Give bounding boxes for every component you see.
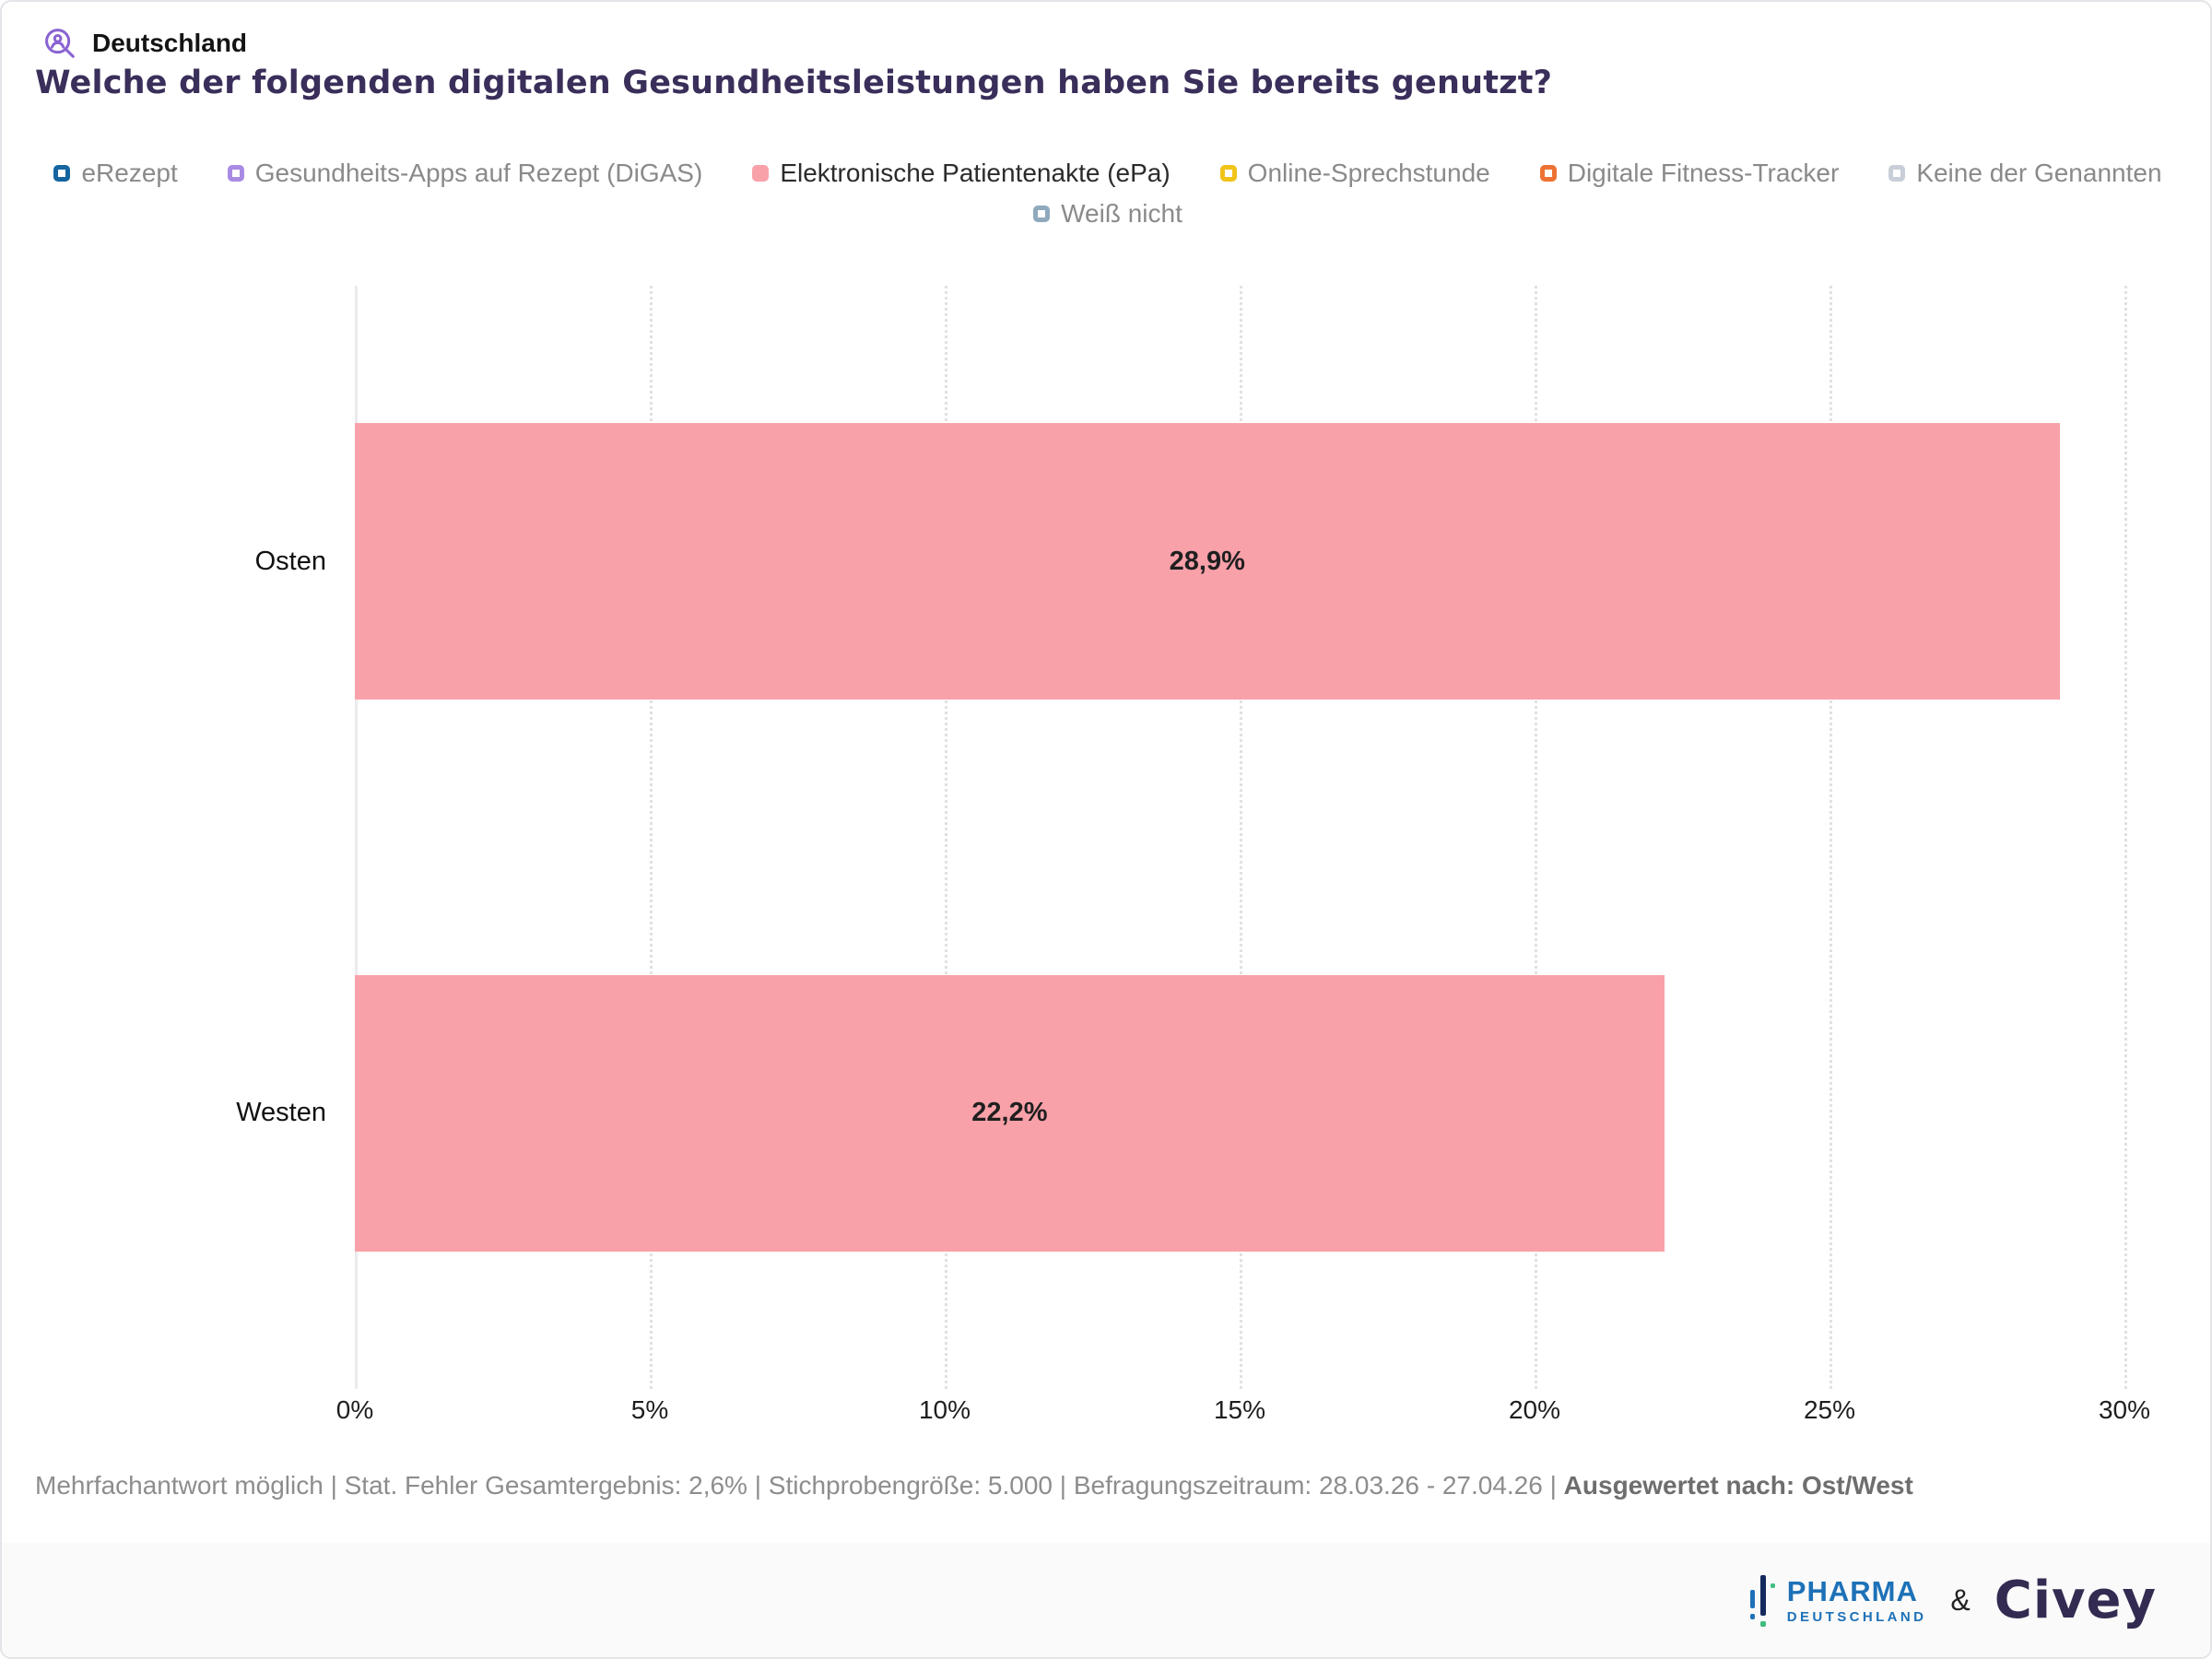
footer-band: PHARMA DEUTSCHLAND & Civey bbox=[2, 1543, 2210, 1657]
legend-marker-icon bbox=[53, 165, 71, 182]
legend-marker-icon bbox=[752, 165, 770, 182]
bar-westen[interactable]: 22,2% bbox=[355, 974, 1665, 1252]
gridline bbox=[945, 286, 947, 1389]
legend-row-1: eRezept Gesundheits-Apps auf Rezept (DiGA… bbox=[2, 159, 2210, 188]
ampersand-text: & bbox=[1950, 1583, 1971, 1617]
legend: eRezept Gesundheits-Apps auf Rezept (DiGA… bbox=[2, 159, 2210, 229]
footnote: Mehrfachantwort möglich | Stat. Fehler G… bbox=[35, 1471, 1913, 1500]
x-tick-label: 25% bbox=[1803, 1395, 1856, 1424]
bar-value-label: 22,2% bbox=[971, 1098, 1048, 1128]
legend-item[interactable]: Keine der Genannten bbox=[1888, 159, 2162, 188]
legend-marker-icon bbox=[1219, 165, 1237, 182]
legend-label: Online-Sprechstunde bbox=[1247, 159, 1490, 187]
legend-marker-icon bbox=[1539, 165, 1557, 182]
search-person-icon bbox=[42, 26, 77, 61]
pharma-wordmark-line2: DEUTSCHLAND bbox=[1786, 1608, 1927, 1625]
category-label-westen: Westen bbox=[236, 1098, 326, 1128]
bar-value-label: 28,9% bbox=[1169, 546, 1245, 576]
legend-item[interactable]: Weiß nicht bbox=[1033, 199, 1182, 229]
legend-row-2: Weiß nicht bbox=[2, 199, 2210, 229]
x-tick-label: 5% bbox=[630, 1395, 669, 1424]
pharma-wordmark-line1: PHARMA bbox=[1786, 1574, 1918, 1607]
legend-label: Elektronische Patientenakte (ePa) bbox=[780, 159, 1171, 187]
gridline bbox=[1535, 286, 1537, 1389]
gridline bbox=[650, 286, 653, 1389]
pharma-bars-icon bbox=[1749, 1573, 1776, 1627]
legend-label: Digitale Fitness-Tracker bbox=[1567, 159, 1840, 187]
x-tick-label: 0% bbox=[335, 1395, 374, 1424]
legend-label: Keine der Genannten bbox=[1916, 159, 2162, 187]
pharma-wordmark: PHARMA DEUTSCHLAND bbox=[1787, 1577, 1927, 1624]
legend-item[interactable]: Online-Sprechstunde bbox=[1219, 159, 1490, 188]
page-title: Welche der folgenden digitalen Gesundhei… bbox=[35, 65, 1553, 101]
category-label-osten: Osten bbox=[254, 546, 326, 576]
gridline bbox=[1240, 286, 1242, 1389]
region-label: Deutschland bbox=[92, 29, 248, 57]
x-tick-label: 30% bbox=[2098, 1395, 2151, 1424]
bar-row: 28,9% bbox=[355, 423, 2124, 700]
legend-marker-icon bbox=[227, 165, 244, 182]
pharma-deutschland-logo: PHARMA DEUTSCHLAND bbox=[1749, 1573, 1927, 1627]
civey-logo: Civey bbox=[1994, 1570, 2157, 1630]
x-tick-label: 15% bbox=[1213, 1395, 1266, 1424]
header: Deutschland bbox=[42, 26, 247, 61]
legend-item[interactable]: Elektronische Patientenakte (ePa) bbox=[752, 159, 1171, 188]
legend-item[interactable]: eRezept bbox=[53, 159, 178, 188]
footnote-bold: Ausgewertet nach: Ost/West bbox=[1563, 1471, 1913, 1500]
legend-label: Gesundheits-Apps auf Rezept (DiGAS) bbox=[254, 159, 703, 187]
legend-item[interactable]: Digitale Fitness-Tracker bbox=[1539, 159, 1840, 188]
x-tick-label: 10% bbox=[918, 1395, 971, 1424]
legend-label: eRezept bbox=[81, 159, 178, 187]
bar-osten[interactable]: 28,9% bbox=[355, 423, 2060, 700]
gridline bbox=[355, 286, 358, 1389]
legend-item[interactable]: Gesundheits-Apps auf Rezept (DiGAS) bbox=[227, 159, 703, 188]
gridline bbox=[2124, 286, 2127, 1389]
x-tick-label: 20% bbox=[1508, 1395, 1561, 1424]
bar-row: 22,2% bbox=[355, 974, 2124, 1252]
plot-area: 28,9% 22,2% bbox=[355, 286, 2127, 1389]
footnote-main: Mehrfachantwort möglich | Stat. Fehler G… bbox=[35, 1471, 1564, 1500]
legend-marker-icon bbox=[1888, 165, 1906, 182]
legend-marker-icon bbox=[1033, 206, 1051, 222]
legend-label: Weiß nicht bbox=[1061, 199, 1182, 228]
gridline bbox=[1830, 286, 1832, 1389]
